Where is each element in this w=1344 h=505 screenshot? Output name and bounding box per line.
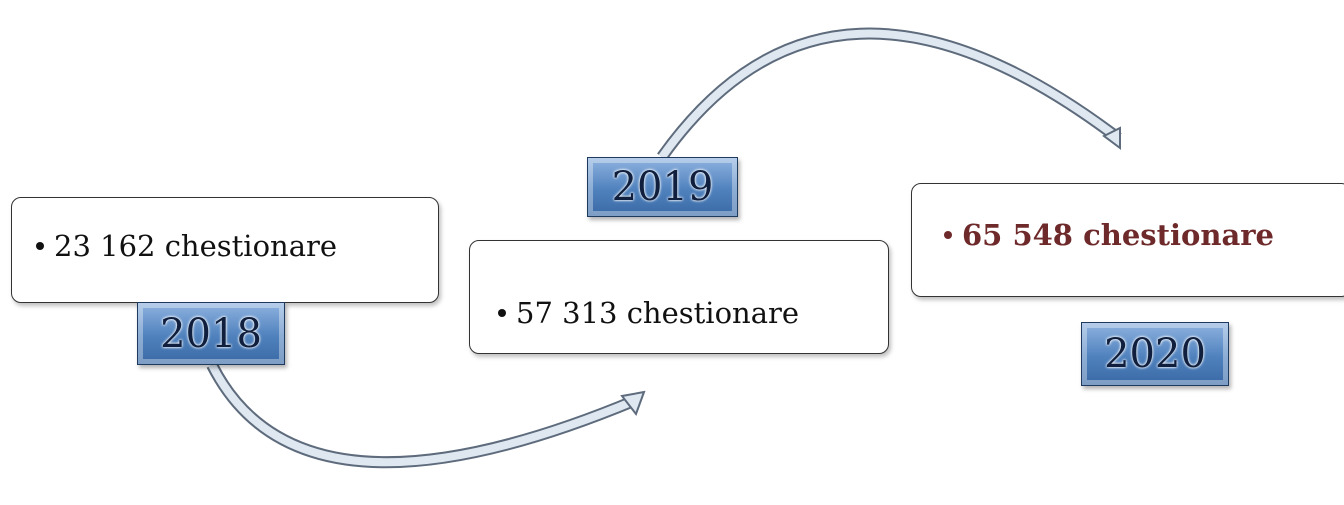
- node-text-value: 23 162 chestionare: [54, 229, 338, 263]
- node-box: [911, 183, 1344, 297]
- node-text-value: 65 548 chestionare: [962, 218, 1274, 252]
- node-box: [469, 240, 889, 354]
- node-text-value: 57 313 chestionare: [516, 296, 800, 330]
- node-box: [11, 197, 439, 303]
- arrow-body: [206, 362, 639, 469]
- bullet: [944, 231, 952, 239]
- node-text: 57 313 chestionare: [498, 292, 799, 334]
- arrow-top: [657, 27, 1122, 161]
- year-label: 2018: [137, 302, 285, 365]
- node-text: 65 548 chestionare: [944, 214, 1274, 256]
- year-text: 2018: [160, 310, 262, 357]
- arrow-body: [208, 363, 638, 467]
- node-text: 23 162 chestionare: [36, 225, 337, 267]
- year-text: 2019: [611, 164, 714, 210]
- year-label: 2020: [1081, 322, 1229, 386]
- bullet: [36, 242, 44, 250]
- year-text: 2020: [1104, 331, 1206, 377]
- year-label: 2019: [587, 157, 738, 217]
- arrow-bottom: [206, 362, 646, 469]
- arrow-body: [658, 29, 1121, 160]
- arrow-head: [1102, 126, 1121, 150]
- arrow-head: [620, 390, 646, 417]
- bullet: [498, 309, 506, 317]
